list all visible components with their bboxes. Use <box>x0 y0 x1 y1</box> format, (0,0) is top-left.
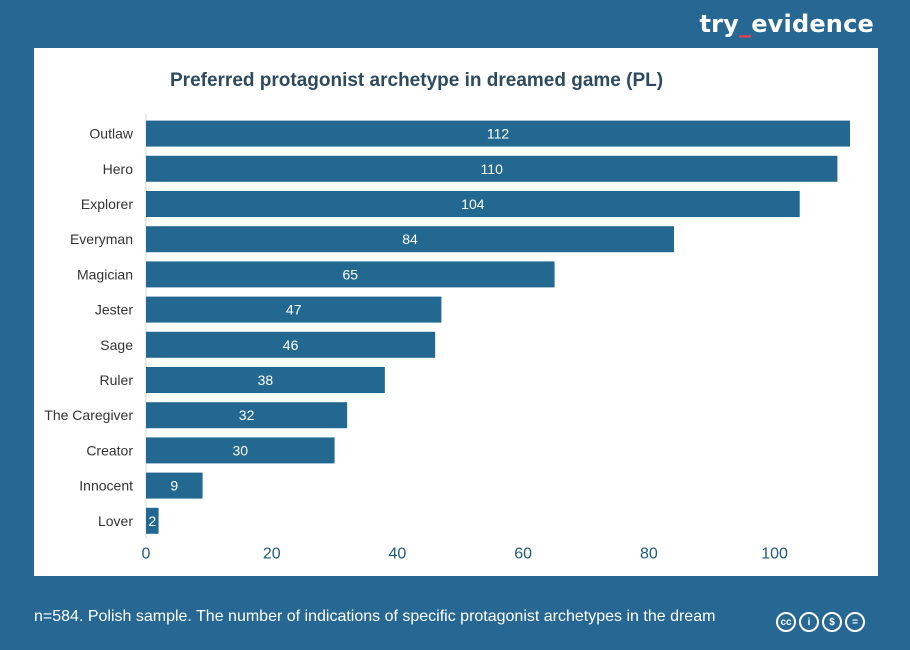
x-tick-label: 40 <box>389 545 407 562</box>
brand-suffix: evidence <box>751 10 874 38</box>
category-label: Sage <box>100 337 133 353</box>
category-label: Magician <box>77 266 133 282</box>
bar-value-label: 30 <box>232 442 248 458</box>
bar <box>146 155 838 182</box>
chart-panel: Preferred protagonist archetype in dream… <box>34 48 878 576</box>
bar <box>146 120 850 147</box>
cc-icon: cc <box>776 612 796 632</box>
bar <box>146 402 348 429</box>
x-tick-label: 80 <box>640 545 658 562</box>
brand-separator: _ <box>739 10 752 38</box>
by-icon: i <box>799 612 819 632</box>
nd-icon: = <box>845 612 865 632</box>
nc-icon: $ <box>822 612 842 632</box>
bar-value-label: 65 <box>342 266 358 282</box>
license-icons: cc i $ = <box>776 612 865 632</box>
bar <box>146 507 159 534</box>
footnote: n=584. Polish sample. The number of indi… <box>34 608 716 625</box>
x-tick-label: 60 <box>514 545 532 562</box>
x-tick-label: 0 <box>142 545 151 562</box>
bar <box>146 367 385 393</box>
category-label: Explorer <box>81 196 133 212</box>
category-label: Hero <box>103 161 134 177</box>
bar-value-label: 38 <box>258 372 274 388</box>
bar-value-label: 110 <box>481 161 504 177</box>
category-label: Jester <box>95 302 133 318</box>
category-label: Creator <box>86 442 133 458</box>
brand-prefix: try <box>699 10 739 38</box>
bar-value-label: 2 <box>148 513 156 529</box>
bar-value-label: 104 <box>461 196 485 212</box>
bar <box>146 296 442 323</box>
category-label: Lover <box>98 513 133 529</box>
chart-title: Preferred protagonist archetype in dream… <box>170 70 664 91</box>
x-tick-label: 100 <box>761 545 788 562</box>
x-tick-label: 20 <box>263 545 281 562</box>
category-label: The Caregiver <box>44 407 133 423</box>
category-label: Outlaw <box>89 126 133 142</box>
bar <box>146 331 436 358</box>
bar <box>146 261 555 288</box>
bar <box>146 472 203 499</box>
bar-chart: Outlaw 112 Hero 110 Explorer 104 Everyman 84 Mag… <box>44 114 850 562</box>
bar-value-label: 112 <box>487 126 510 142</box>
bar-value-label: 84 <box>402 231 418 247</box>
bar <box>146 191 800 217</box>
bar-value-label: 9 <box>170 478 178 494</box>
bar-value-label: 32 <box>239 407 255 423</box>
bar <box>146 226 674 253</box>
bar-value-label: 46 <box>283 337 299 353</box>
category-label: Everyman <box>70 231 133 247</box>
brand-logo: try_evidence <box>699 10 874 38</box>
bar <box>146 437 335 464</box>
category-label: Ruler <box>100 372 134 388</box>
category-label: Innocent <box>79 478 133 494</box>
bar-value-label: 47 <box>286 302 302 318</box>
